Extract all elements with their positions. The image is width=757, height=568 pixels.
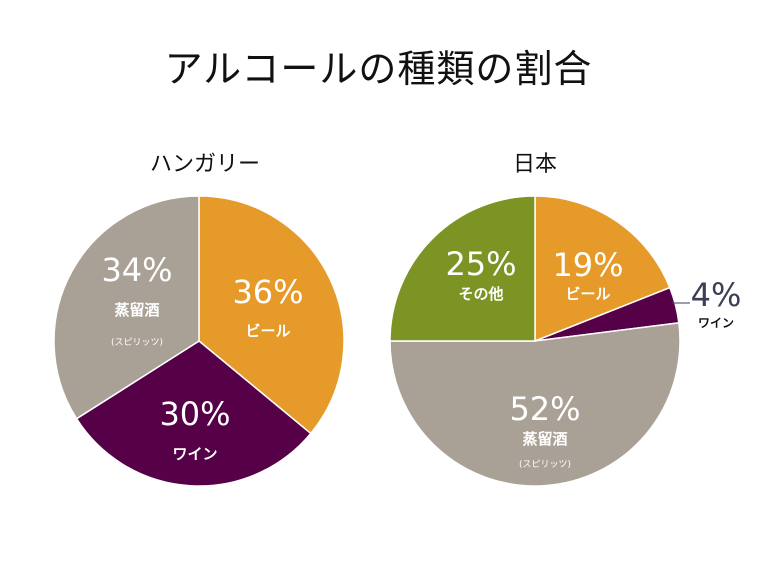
japan-chart-title: 日本 [512, 152, 557, 177]
hungary-spirits-label: 蒸留酒 [114, 301, 159, 319]
japan-spirits-label: 蒸留酒 [522, 430, 567, 448]
hungary-chart-title: ハンガリー [149, 152, 260, 177]
japan-spirits-sublabel: (スピリッツ) [519, 459, 571, 470]
japan-slice-3 [389, 195, 536, 342]
hungary-beer-label: ビール [245, 322, 290, 340]
hungary-slice-0 [198, 195, 345, 435]
hungary-spirits-sublabel: (スピリッツ) [111, 337, 163, 348]
hungary-slice-2 [53, 195, 200, 420]
japan-wine-label: ワイン [698, 316, 734, 330]
japan-beer-label: ビール [565, 285, 610, 303]
japan-slice-0 [534, 195, 671, 343]
hungary-spirits-pct: 34% [101, 251, 172, 289]
hungary-slice-1 [75, 340, 312, 487]
japan-other-label: その他 [458, 285, 503, 303]
hungary-wine-label: ワイン [172, 445, 217, 463]
japan-wine-pct: 4% [691, 276, 742, 314]
japan-spirits-pct: 52% [509, 390, 580, 428]
hungary-pie [53, 195, 345, 487]
page-title: アルコールの種類の割合 [164, 47, 593, 91]
japan-other-pct: 25% [445, 245, 516, 283]
hungary-beer-pct: 36% [232, 273, 303, 311]
japan-beer-pct: 19% [552, 246, 623, 284]
japan-pie [389, 195, 681, 487]
japan-slice-2 [389, 321, 681, 487]
hungary-wine-pct: 30% [159, 395, 230, 433]
